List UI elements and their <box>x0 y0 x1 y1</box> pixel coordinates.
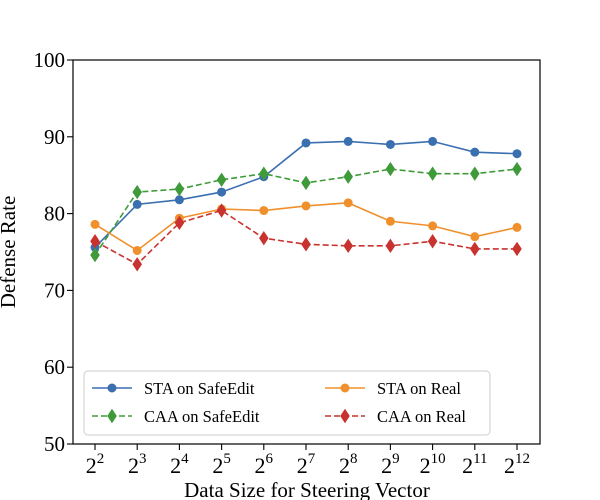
data-point <box>427 234 438 249</box>
data-point <box>258 230 269 246</box>
data-point <box>132 245 142 255</box>
x-tick-label: 27 <box>297 451 316 478</box>
data-point <box>132 199 142 209</box>
data-point <box>258 166 269 181</box>
y-tick-label: 60 <box>44 355 65 379</box>
x-tick-label: 26 <box>255 451 274 478</box>
data-point <box>385 238 396 254</box>
x-tick-label: 212 <box>504 451 530 478</box>
data-point <box>385 216 395 226</box>
data-point <box>343 198 353 208</box>
data-point <box>470 232 480 242</box>
y-tick-label: 80 <box>44 202 65 226</box>
legend-entry: CAA on Real <box>325 407 466 426</box>
y-axis-title: Defense Rate <box>0 196 20 309</box>
legend-swatch-marker <box>340 383 350 393</box>
data-point <box>470 147 480 157</box>
data-point <box>428 136 438 146</box>
legend-swatch-marker <box>107 383 117 393</box>
legend-label: STA on SafeEdit <box>144 379 255 398</box>
legend-entry: STA on SafeEdit <box>92 379 255 398</box>
data-point <box>216 203 227 218</box>
plot-area <box>90 136 522 272</box>
x-tick-label: 211 <box>462 451 487 478</box>
legend-box <box>83 370 491 436</box>
y-tick-label: 100 <box>34 48 66 72</box>
data-point <box>343 136 353 146</box>
data-point <box>343 169 354 184</box>
data-point <box>428 221 438 231</box>
data-point <box>132 257 143 272</box>
legend-swatch-marker <box>107 408 117 424</box>
y-tick-label: 90 <box>44 125 65 149</box>
x-tick-label: 24 <box>170 451 189 478</box>
legend-entry: CAA on SafeEdit <box>92 407 260 426</box>
data-point <box>301 201 311 211</box>
data-point <box>512 222 522 232</box>
x-tick-label: 210 <box>420 451 446 478</box>
legend-entry: STA on Real <box>325 379 461 398</box>
data-point <box>512 161 522 177</box>
data-point <box>259 206 269 216</box>
data-point <box>385 139 395 149</box>
data-point <box>343 238 354 254</box>
series-3 <box>90 203 522 272</box>
data-point <box>90 247 100 263</box>
series-1 <box>90 161 522 263</box>
data-point <box>216 172 227 188</box>
x-tick-label: 29 <box>381 451 400 478</box>
data-point <box>301 237 311 252</box>
data-point <box>469 166 480 181</box>
data-point <box>427 166 438 181</box>
data-point <box>217 187 227 197</box>
legend-label: CAA on Real <box>377 407 466 426</box>
series-0 <box>90 136 522 252</box>
x-tick-label: 23 <box>128 451 147 478</box>
legend-label: CAA on SafeEdit <box>144 407 260 426</box>
data-point <box>301 175 311 191</box>
data-point <box>132 184 143 200</box>
x-tick-label: 25 <box>212 451 231 478</box>
x-tick-label: 22 <box>86 451 105 478</box>
x-tick-label: 28 <box>339 451 358 478</box>
data-point <box>174 181 185 197</box>
data-point <box>469 241 480 257</box>
data-point <box>90 234 100 249</box>
x-axis-title: Data Size for Steering Vector <box>184 478 430 500</box>
data-point <box>512 149 522 159</box>
axes: 50 60 70 80 90 100 22 23 24 25 26 27 28 29 210 211 212 <box>34 48 531 478</box>
legend-swatch-marker <box>340 408 350 424</box>
y-tick-label: 70 <box>44 278 65 302</box>
data-point <box>90 219 100 229</box>
legend: STA on SafeEdit CAA on SafeEdit STA on Rea… <box>83 370 491 436</box>
data-point <box>174 215 185 231</box>
legend-label: STA on Real <box>377 379 461 398</box>
data-point <box>385 161 396 177</box>
data-point <box>174 195 184 205</box>
data-point <box>301 138 311 148</box>
y-tick-label: 50 <box>44 432 65 456</box>
data-point <box>512 241 522 257</box>
